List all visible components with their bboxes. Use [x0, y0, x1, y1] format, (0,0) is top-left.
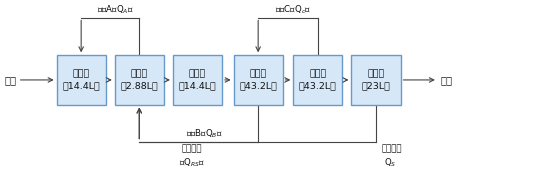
- Text: 剩余污泥: 剩余污泥: [381, 145, 402, 154]
- Text: 回流A（Q$_A$）: 回流A（Q$_A$）: [97, 3, 134, 16]
- Text: 回流C（Q$_c$）: 回流C（Q$_c$）: [275, 3, 311, 16]
- Bar: [173, 55, 222, 105]
- Text: 好氧池
（43.2L）: 好氧池 （43.2L）: [299, 70, 337, 90]
- Text: 沉淀池
（23L）: 沉淀池 （23L）: [362, 70, 391, 90]
- Text: 接触池
（2.88L）: 接触池 （2.88L）: [120, 70, 158, 90]
- Text: （Q$_{RS}$）: （Q$_{RS}$）: [179, 157, 205, 169]
- Text: 进水: 进水: [5, 75, 17, 85]
- Bar: [293, 55, 342, 105]
- Text: 回流B（Q$_B$）: 回流B（Q$_B$）: [186, 127, 223, 140]
- Bar: [114, 55, 164, 105]
- Text: 混合池
（43.2L）: 混合池 （43.2L）: [239, 70, 277, 90]
- Text: 厌氧池
（14.4L）: 厌氧池 （14.4L）: [62, 70, 100, 90]
- Text: 缺氧池
（14.4L）: 缺氧池 （14.4L）: [179, 70, 216, 90]
- Bar: [57, 55, 106, 105]
- Text: Q$_S$: Q$_S$: [384, 157, 396, 169]
- Text: 出水: 出水: [440, 75, 453, 85]
- Text: 回流污泥: 回流污泥: [182, 145, 202, 154]
- Bar: [234, 55, 282, 105]
- Bar: [351, 55, 401, 105]
